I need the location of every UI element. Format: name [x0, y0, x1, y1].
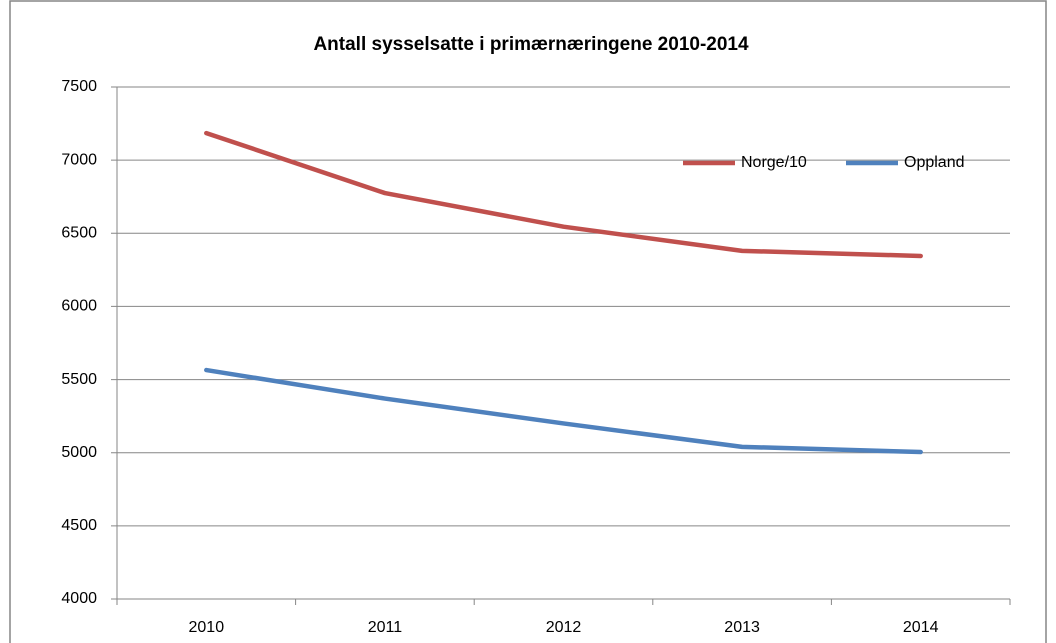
- y-tick-label: 7000: [61, 151, 97, 168]
- series-line: [204, 130, 923, 259]
- chart-title: Antall sysselsatte i primærnæringene 201…: [313, 34, 749, 55]
- legend-label: Norge/10: [741, 154, 807, 171]
- y-tick-label: 5000: [61, 444, 97, 461]
- legend-label: Oppland: [904, 154, 965, 171]
- x-tick-label: 2011: [368, 619, 403, 636]
- y-tick-label: 6000: [61, 298, 97, 315]
- y-tick-label: 7500: [61, 78, 97, 95]
- x-tick-label: 2013: [724, 619, 760, 636]
- y-tick-label: 5500: [61, 371, 97, 388]
- chart-frame: [9, 0, 1047, 643]
- series-line: [204, 367, 923, 455]
- y-tick-label: 6500: [61, 225, 97, 242]
- x-tick-label: 2012: [546, 619, 582, 636]
- y-tick-label: 4000: [61, 590, 97, 607]
- x-tick-label: 2014: [903, 619, 939, 636]
- y-tick-label: 4500: [61, 517, 97, 534]
- x-tick-label: 2010: [189, 619, 225, 636]
